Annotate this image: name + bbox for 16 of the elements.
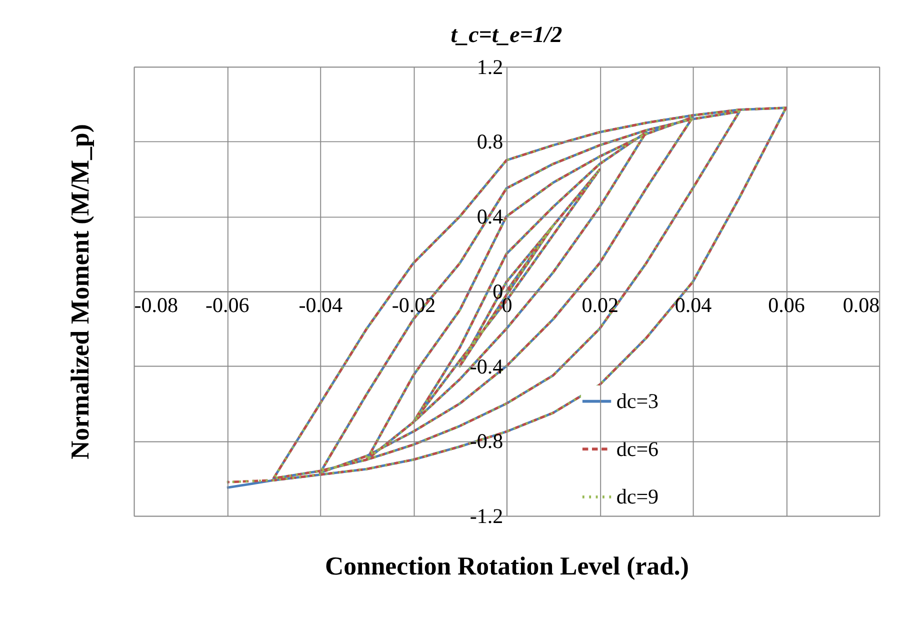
x-tick-label: -0.08 — [134, 292, 178, 317]
x-tick-label: 0.04 — [674, 292, 712, 317]
y-tick-label: 1.2 — [476, 54, 504, 79]
y-tick-label: -1.2 — [470, 504, 504, 528]
x-tick-label: -0.06 — [206, 292, 250, 317]
x-tick-label: -0.04 — [298, 292, 343, 317]
x-tick-label: 0.02 — [582, 292, 619, 317]
y-axis-title: Normalized Moment (M/M_p) — [65, 124, 94, 460]
chart-title: t_c=t_e=1/2 — [450, 22, 562, 47]
x-tick-label: 0.08 — [842, 292, 880, 317]
y-tick-label: 0.8 — [476, 130, 504, 154]
legend-label: dc=3 — [616, 389, 659, 414]
x-tick-label: 0.06 — [768, 292, 805, 317]
x-axis-title: Connection Rotation Level (rad.) — [324, 552, 689, 581]
legend-label: dc=6 — [616, 436, 659, 461]
legend-label: dc=9 — [616, 484, 659, 509]
